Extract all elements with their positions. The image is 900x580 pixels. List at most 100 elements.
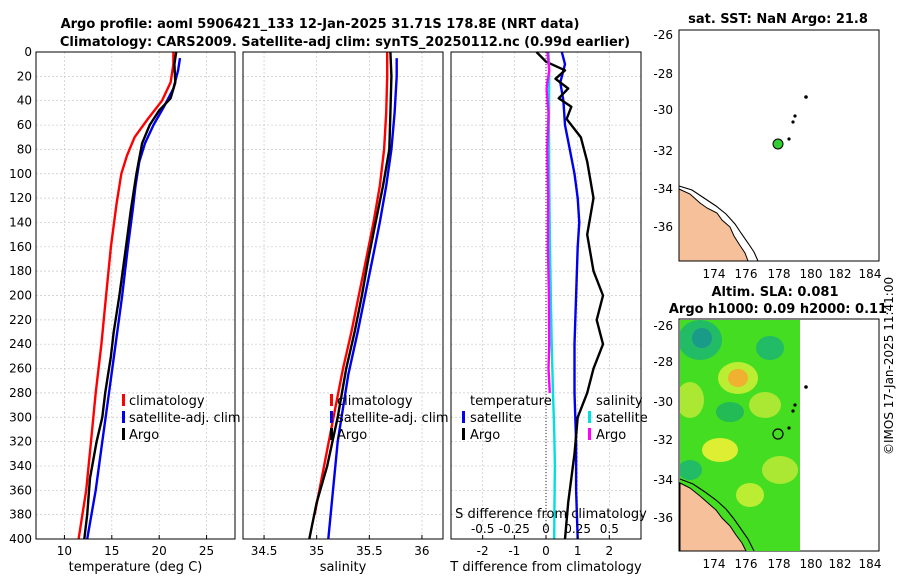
y-tick-label: 280	[9, 386, 32, 400]
legend-swatch-t-satellite	[462, 411, 465, 423]
sst-map-yticks: -26 -28 -30 -32 -34 -36	[653, 28, 673, 234]
legend-label-climatology: climatology	[129, 394, 205, 409]
y-tick-label: 160	[9, 240, 32, 254]
x-tick-label: 1	[574, 544, 582, 558]
sst-map-contour	[678, 185, 759, 262]
secondary-x-tick-label: -0.25	[499, 522, 530, 536]
temperature-legend: climatology satellite-adj. clim Argo	[122, 394, 241, 443]
x-tick-label: 36	[414, 544, 429, 558]
series-line-satellite-adj-clim	[86, 57, 182, 540]
argo-location-marker	[772, 428, 784, 440]
sst-map-land	[678, 188, 749, 262]
salinity-difference-legend: salinity satellite Argo	[588, 394, 648, 443]
series-line-climatology	[313, 52, 389, 515]
x-tick-label: 34.5	[251, 544, 278, 558]
series-line-climatology	[77, 52, 175, 540]
sst-map-xticks: 174 176 178 180 182 184	[703, 267, 882, 281]
secondary-x-axis-label: S difference from climatology	[455, 507, 647, 522]
figure-title-line1: Argo profile: aoml 5906421_133 12-Jan-20…	[61, 17, 580, 32]
legend-label-s-argo: Argo	[596, 428, 626, 443]
island-dot	[793, 403, 797, 407]
island-dot	[787, 137, 791, 141]
y-tick-label: -34	[653, 473, 673, 487]
x-tick-label: 35.5	[356, 544, 383, 558]
series-line-argo	[83, 51, 178, 540]
legend-label-climatology: climatology	[337, 394, 413, 409]
x-tick-label: 180	[800, 557, 823, 571]
sla-map-xticks: 174 176 178 180 182 184	[703, 557, 882, 571]
legend-swatch-argo	[122, 428, 125, 440]
y-tick-label: 140	[9, 215, 32, 229]
x-tick-label: 178	[768, 557, 791, 571]
y-tick-label: -36	[653, 511, 673, 525]
x-tick-label: 15	[104, 544, 119, 558]
legend-label-t-satellite: satellite	[470, 411, 522, 426]
secondary-x-tick-label: 0.5	[600, 522, 619, 536]
island-dot	[791, 409, 795, 413]
sla-map-yticks: -26 -28 -30 -32 -34 -36	[653, 319, 673, 525]
island-dot	[793, 114, 797, 118]
x-axis-label: temperature (deg C)	[69, 560, 203, 575]
x-tick-label: 174	[703, 557, 726, 571]
secondary-x-tick-label: -0.5	[471, 522, 494, 536]
y-tick-label: 360	[9, 483, 32, 497]
island-dot	[804, 95, 808, 99]
x-tick-label: 180	[800, 267, 823, 281]
legend-label-s-satellite: satellite	[596, 411, 648, 426]
x-tick-label: 174	[703, 267, 726, 281]
x-tick-label: 0	[542, 544, 550, 558]
legend-swatch-climatology	[122, 394, 125, 406]
y-tick-label: 20	[17, 69, 32, 83]
y-tick-label: -36	[653, 220, 673, 234]
y-tick-label: 100	[9, 167, 32, 181]
y-tick-label: -26	[653, 319, 673, 333]
island-dot	[791, 120, 795, 124]
legend-title-salinity: salinity	[596, 394, 643, 409]
y-tick-label: -28	[653, 67, 673, 81]
sla-map-land	[679, 482, 747, 552]
legend-label-satellite: satellite-adj. clim	[337, 411, 449, 426]
x-tick-label: -1	[508, 544, 520, 558]
argo-location-marker	[772, 138, 784, 150]
y-tick-label: -32	[653, 144, 673, 158]
difference-profile-chart: -2 -1 0 1 2 -0.5 -0.25 0 0.25 0.5S difference fro…	[449, 51, 647, 575]
series-line-t-satellite	[559, 51, 581, 540]
y-tick-label: 300	[9, 410, 32, 424]
x-tick-label: 2	[606, 544, 614, 558]
x-tick-label: 25	[199, 544, 214, 558]
legend-label-argo: Argo	[337, 428, 367, 443]
x-axis-label: T difference from climatology	[449, 560, 642, 575]
y-tick-label: 340	[9, 459, 32, 473]
legend-label-t-argo: Argo	[470, 428, 500, 443]
y-tick-label: 260	[9, 362, 32, 376]
y-tick-label: 320	[9, 435, 32, 449]
island-dot	[804, 385, 808, 389]
x-tick-label: 176	[735, 267, 758, 281]
series-line-satellite-adj-clim	[327, 58, 398, 540]
legend-swatch-t-argo	[462, 428, 465, 440]
x-tick-label: 35	[309, 544, 324, 558]
sla-map-contour	[679, 478, 755, 552]
legend-title-temperature: temperature	[470, 394, 552, 409]
sst-map-title: sat. SST: NaN Argo: 21.8	[688, 12, 868, 27]
credit-text: ©IMOS 17-Jan-2025 11:41:00	[882, 277, 896, 455]
y-tick-label: 0	[24, 45, 32, 59]
y-tick-label: 180	[9, 264, 32, 278]
y-tick-label: -34	[653, 182, 673, 196]
sla-map-title-line2: Argo h1000: 0.09 h2000: 0.11	[669, 302, 887, 317]
y-tick-label: -30	[653, 103, 673, 117]
x-tick-label: 184	[859, 267, 882, 281]
y-tick-label: 40	[17, 94, 32, 108]
x-tick-label: -2	[477, 544, 489, 558]
y-tick-label: 240	[9, 337, 32, 351]
x-tick-label: 20	[152, 544, 167, 558]
y-tick-label: -28	[653, 355, 673, 369]
temperature-difference-legend: temperature satellite Argo	[462, 394, 552, 443]
secondary-x-tick-label: 0	[542, 522, 550, 536]
legend-swatch-satellite	[122, 411, 125, 423]
y-tick-label: 60	[17, 118, 32, 132]
temperature-profile-chart: 10 15 20 25 temperature (deg C) 0 20 40 60 80 100 1…	[9, 45, 236, 575]
series-line-argo	[308, 51, 393, 540]
island-dot	[787, 426, 791, 430]
